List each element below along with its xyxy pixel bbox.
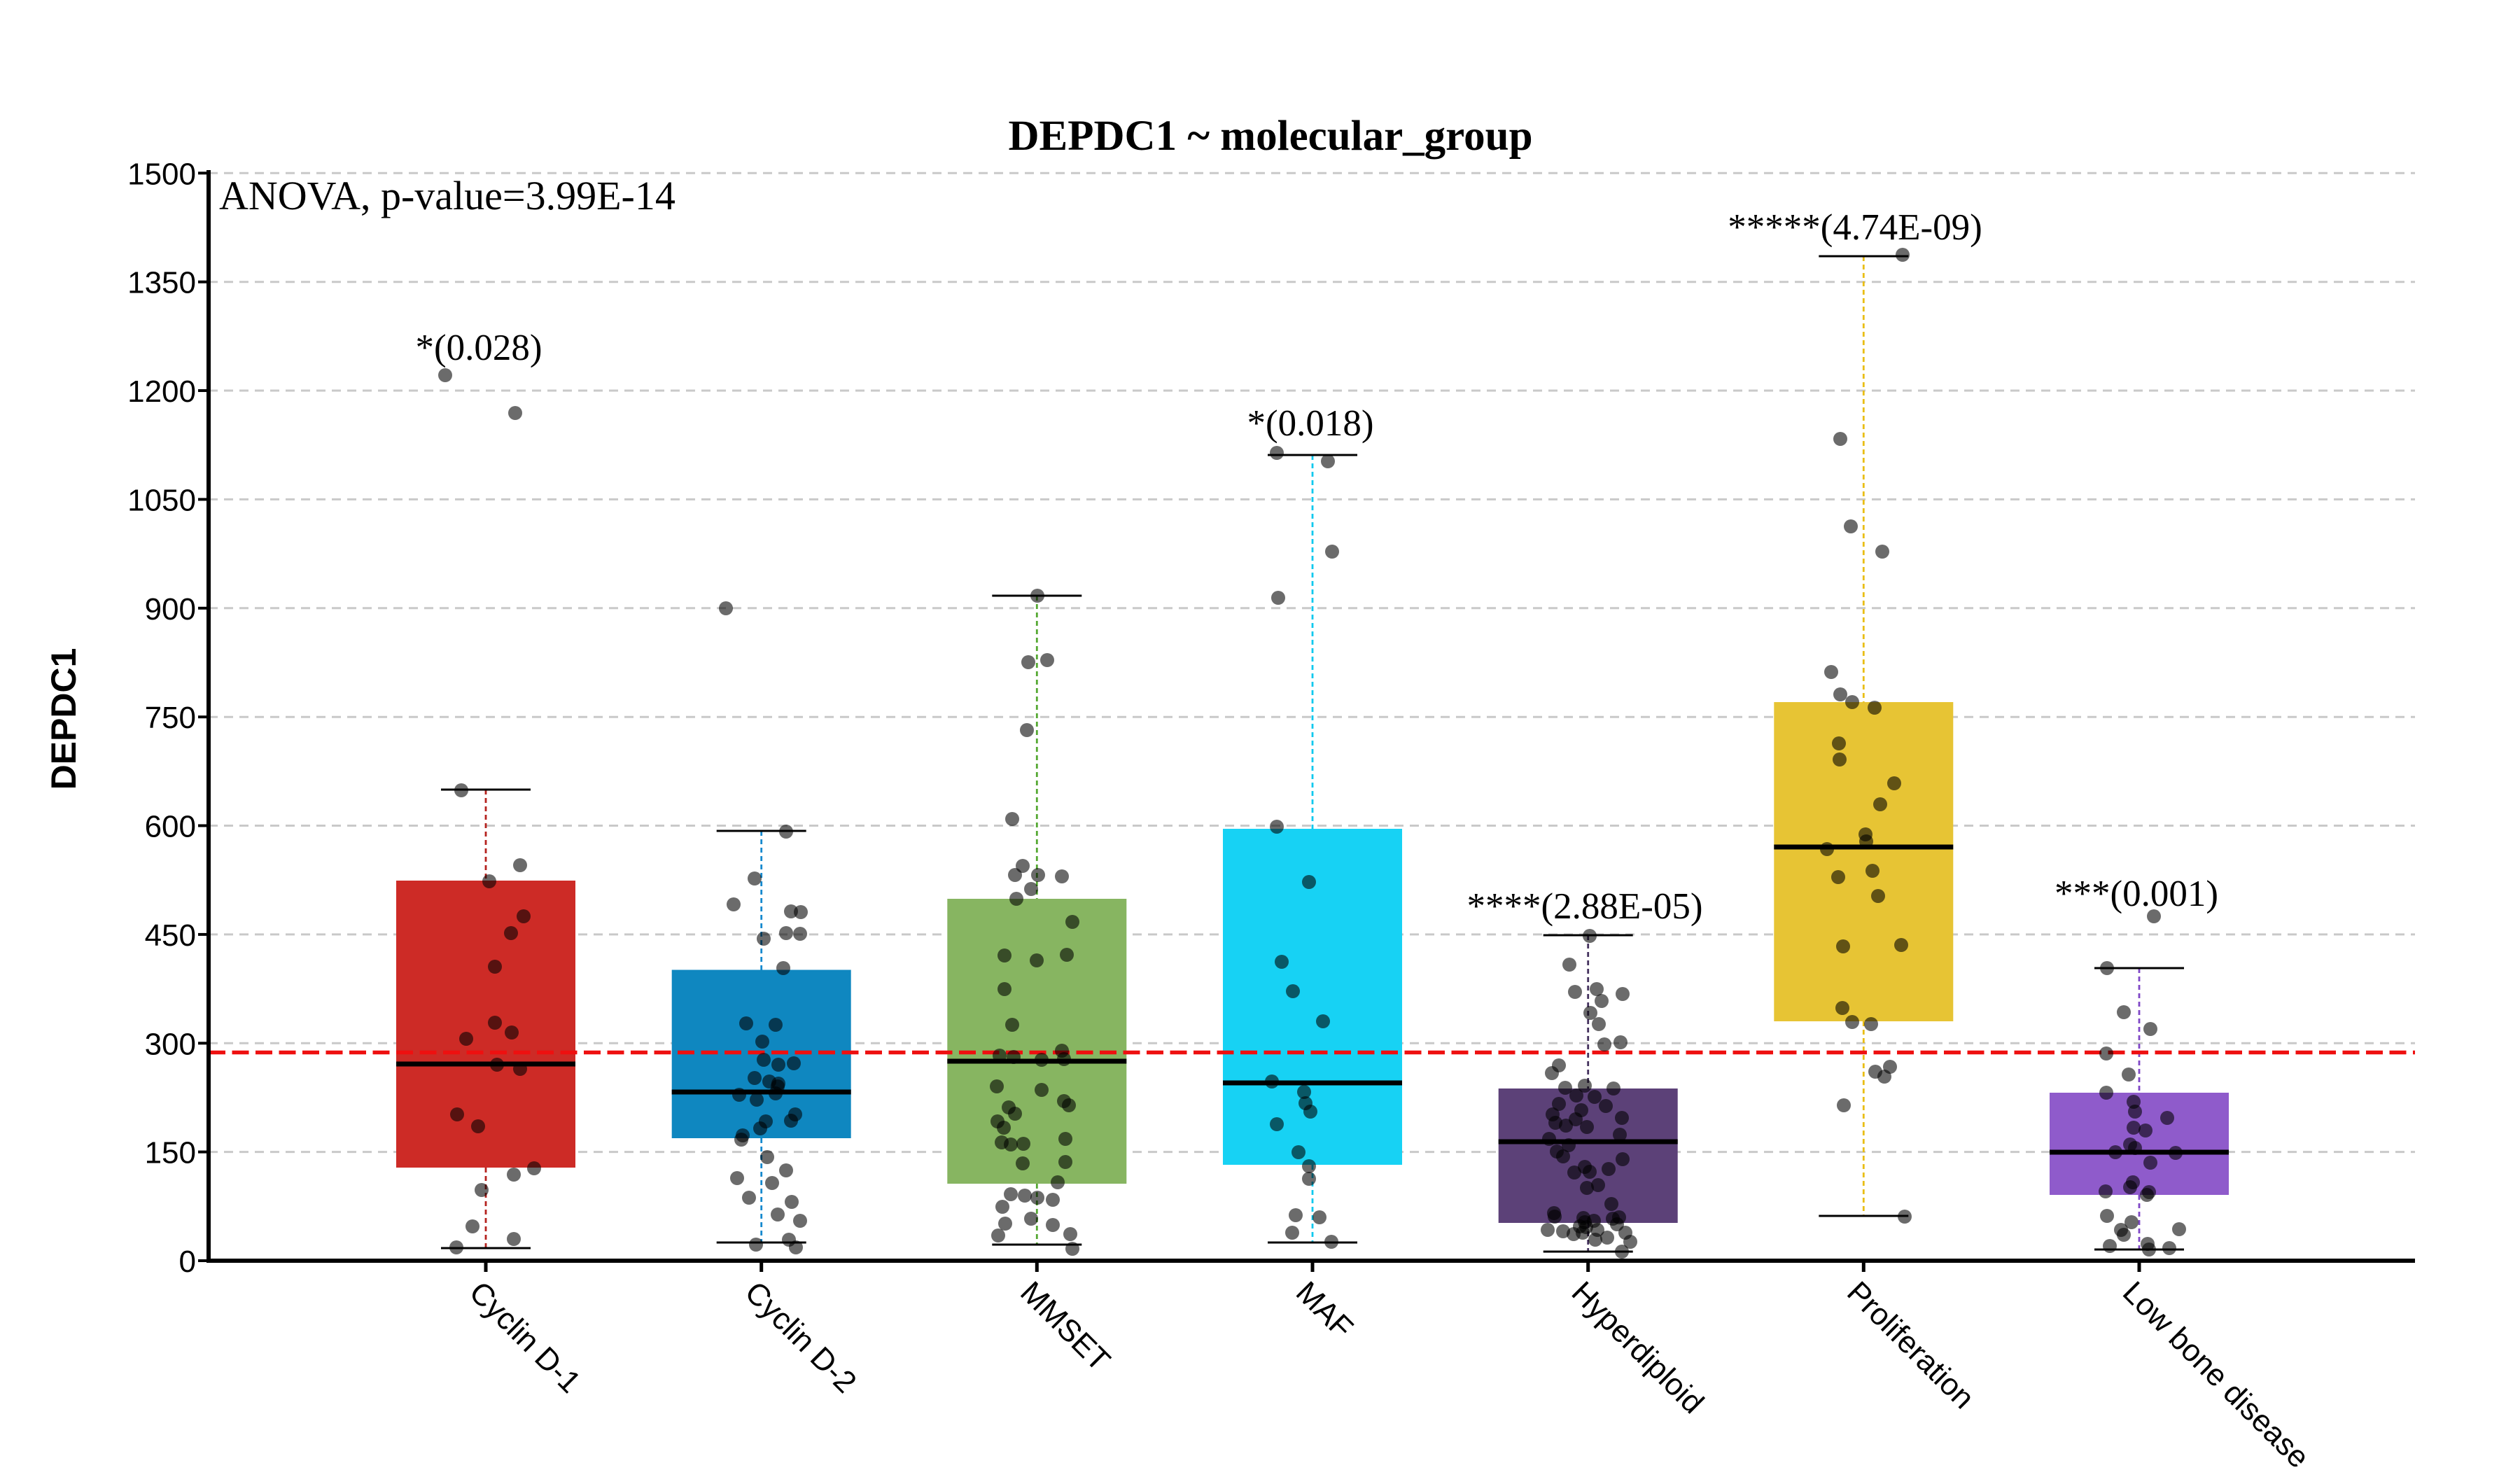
svg-text:300: 300 (145, 1027, 196, 1061)
svg-text:*****(4.74E-09): *****(4.74E-09) (1728, 207, 1982, 248)
svg-text:0: 0 (179, 1245, 196, 1279)
svg-text:*(0.028): *(0.028) (415, 328, 542, 368)
svg-text:900: 900 (145, 592, 196, 626)
svg-text:ANOVA, p-value=3.99E-14: ANOVA, p-value=3.99E-14 (219, 173, 676, 218)
svg-text:****(2.88E-05): ****(2.88E-05) (1466, 886, 1702, 927)
svg-text:***(0.001): ***(0.001) (2054, 874, 2218, 914)
svg-text:450: 450 (145, 918, 196, 953)
svg-text:DEPDC1: DEPDC1 (44, 648, 83, 790)
svg-text:DEPDC1 ~ molecular_group: DEPDC1 ~ molecular_group (1008, 113, 1532, 160)
svg-text:1500: 1500 (127, 157, 196, 191)
svg-text:750: 750 (145, 701, 196, 735)
svg-text:1350: 1350 (127, 266, 196, 300)
svg-text:1200: 1200 (127, 374, 196, 409)
svg-text:150: 150 (145, 1136, 196, 1170)
svg-text:600: 600 (145, 810, 196, 844)
svg-text:1050: 1050 (127, 483, 196, 517)
svg-text:*(0.018): *(0.018) (1247, 403, 1373, 444)
